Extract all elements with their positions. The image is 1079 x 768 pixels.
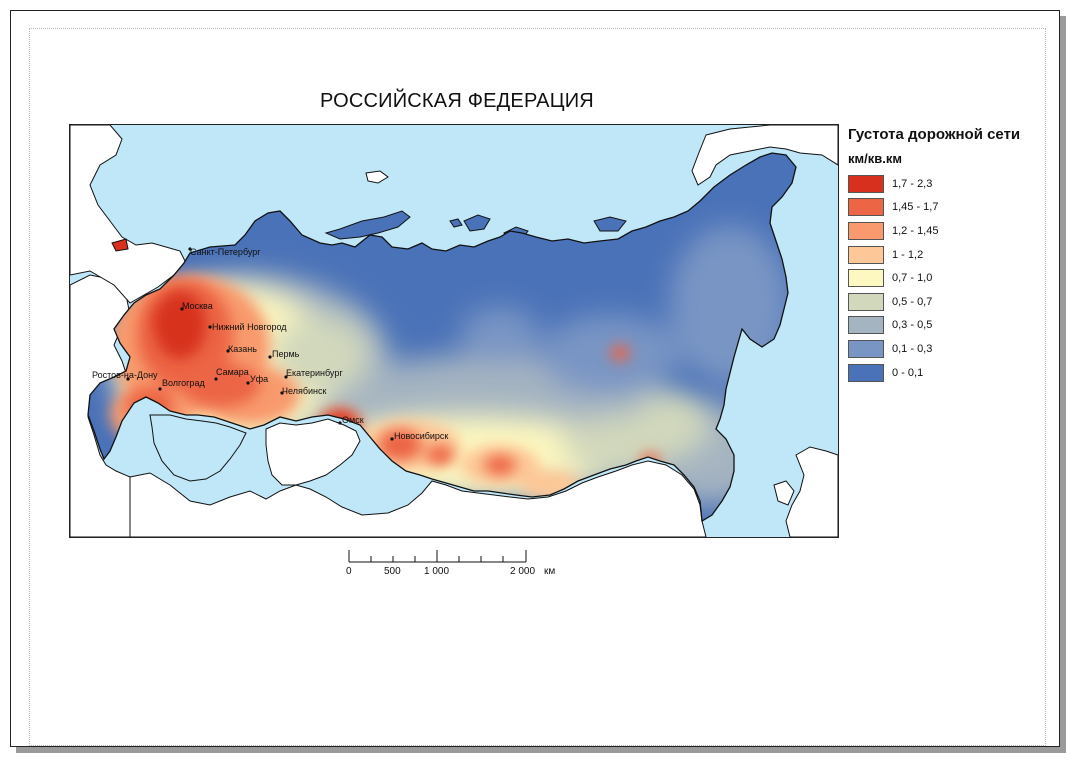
legend-swatch xyxy=(848,363,884,382)
city-dot xyxy=(246,381,250,385)
legend-label: 1 - 1,2 xyxy=(892,248,924,261)
legend-item: 0,3 - 0,5 xyxy=(848,314,1048,338)
city-dot xyxy=(268,355,272,359)
legend-label: 0 - 0,1 xyxy=(892,366,924,379)
legend-swatch xyxy=(848,269,884,288)
city-label: Челябинск xyxy=(282,386,326,396)
city-dot xyxy=(126,377,130,381)
legend-item: 1,7 - 2,3 xyxy=(848,172,1048,196)
legend-swatch xyxy=(848,245,884,264)
legend-swatch xyxy=(848,292,884,311)
legend-item: 1 - 1,2 xyxy=(848,243,1048,267)
scale-bar-svg: 0 500 1 000 2 000 км xyxy=(346,550,555,577)
legend-item: 1,45 - 1,7 xyxy=(848,196,1048,220)
legend-title: Густота дорожной сети xyxy=(848,126,1021,143)
arctic-islands xyxy=(324,170,627,240)
city-dot xyxy=(158,387,162,391)
legend-item: 0,1 - 0,3 xyxy=(848,337,1048,361)
city-label: Ростов-на-Дону xyxy=(92,370,158,380)
city-dot xyxy=(390,437,394,441)
city-label: Омск xyxy=(342,415,364,425)
city-label: Казань xyxy=(228,344,257,354)
scale-label-0: 0 xyxy=(346,566,352,577)
city-dot xyxy=(180,307,184,311)
print-margin-frame xyxy=(29,28,1046,746)
city-dot xyxy=(284,375,288,379)
map-view[interactable]: Санкт-Петербург Москва Нижний Новгород К… xyxy=(69,124,839,538)
legend-swatch xyxy=(848,221,884,240)
legend-label: 1,7 - 2,3 xyxy=(892,177,933,190)
city-dot xyxy=(280,391,284,395)
city-label: Новосибирск xyxy=(394,431,448,441)
city-labels: Санкт-Петербург Москва Нижний Новгород К… xyxy=(92,247,448,441)
legend-label: 0,1 - 0,3 xyxy=(892,342,933,355)
city-label: Санкт-Петербург xyxy=(190,247,261,257)
legend-items: 1,7 - 2,3 1,45 - 1,7 1,2 - 1,45 1 - 1,2 … xyxy=(848,172,1048,384)
map-title: РОССИЙСКАЯ ФЕДЕРАЦИЯ xyxy=(320,90,594,112)
legend-swatch xyxy=(848,339,884,358)
city-label: Волгоград xyxy=(162,378,205,388)
city-label: Уфа xyxy=(250,374,268,384)
city-label: Москва xyxy=(182,301,213,311)
legend-item: 0,7 - 1,0 xyxy=(848,266,1048,290)
kaliningrad-enclave xyxy=(111,238,129,252)
legend-label: 0,3 - 0,5 xyxy=(892,319,933,332)
legend-item: 0 - 0,1 xyxy=(848,361,1048,385)
scale-bar: 0 500 1 000 2 000 км xyxy=(340,548,570,578)
scale-label-1000: 1 000 xyxy=(424,566,449,577)
legend-unit: км/кв.км xyxy=(848,151,902,166)
legend-swatch xyxy=(848,316,884,335)
legend-swatch xyxy=(848,174,884,193)
city-dot xyxy=(208,325,212,329)
legend-label: 0,7 - 1,0 xyxy=(892,272,933,285)
neighbouring-countries xyxy=(70,125,838,537)
city-dot xyxy=(338,421,342,425)
city-label: Пермь xyxy=(272,349,300,359)
legend-item: 0,5 - 0,7 xyxy=(848,290,1048,314)
map-svg: Санкт-Петербург Москва Нижний Новгород К… xyxy=(70,125,838,537)
city-markers xyxy=(126,247,394,441)
legend-swatch xyxy=(848,198,884,217)
city-dot xyxy=(226,349,230,353)
city-dot xyxy=(188,247,192,251)
city-label: Нижний Новгород xyxy=(212,322,287,332)
legend-item: 1,2 - 1,45 xyxy=(848,219,1048,243)
city-dot xyxy=(214,377,218,381)
city-label: Екатеринбург xyxy=(286,368,343,378)
scale-unit: км xyxy=(544,566,555,577)
legend: Густота дорожной сети км/кв.км 1,7 - 2,3… xyxy=(848,126,1048,384)
city-label: Самара xyxy=(216,367,249,377)
legend-label: 0,5 - 0,7 xyxy=(892,295,933,308)
legend-label: 1,45 - 1,7 xyxy=(892,201,939,214)
scale-label-2000: 2 000 xyxy=(510,566,535,577)
scale-label-500: 500 xyxy=(384,566,401,577)
legend-label: 1,2 - 1,45 xyxy=(892,224,939,237)
